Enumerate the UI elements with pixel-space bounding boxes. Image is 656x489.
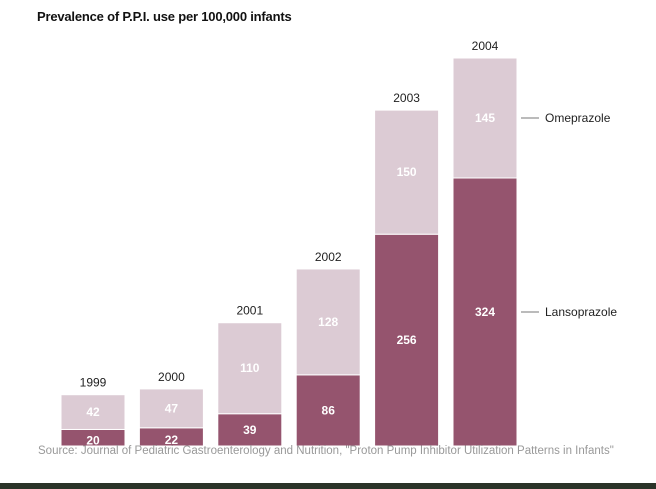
legend-label-omeprazole: Omeprazole [545,111,611,125]
category-label: 2001 [236,304,263,318]
category-label: 2000 [158,370,185,384]
value-label: 22 [165,433,179,447]
bottom-edge [0,483,656,489]
bar-lansoprazole-2002 [295,374,361,447]
value-label: 86 [322,403,336,417]
bar-lansoprazole-2004 [452,177,518,447]
value-label: 39 [243,423,257,437]
bar-omeprazole-2003 [374,109,440,235]
value-label: 145 [475,111,495,125]
category-label: 2003 [393,91,420,105]
value-label: 42 [86,405,100,419]
value-label: 256 [397,333,417,347]
source-note: Source: Journal of Pediatric Gastroenter… [38,445,614,457]
chart-title: Prevalence of P.P.I. use per 100,000 inf… [37,9,292,24]
bar-omeprazole-1999 [60,394,126,430]
bar-omeprazole-2000 [138,388,204,429]
bar-omeprazole-2004 [452,57,518,179]
category-label: 1999 [80,376,107,390]
bar-omeprazole-2002 [295,268,361,376]
value-label: 150 [397,165,417,179]
value-label: 20 [86,434,100,448]
category-label: 2002 [315,250,342,264]
value-label: 110 [240,361,260,375]
value-label: 128 [318,315,338,329]
bar-lansoprazole-2001 [217,413,283,447]
value-label: 324 [475,305,495,319]
value-label: 47 [165,401,179,415]
bar-omeprazole-2001 [217,322,283,415]
bar-lansoprazole-2003 [374,233,440,447]
legend-label-lansoprazole: Lansoprazole [545,305,617,319]
category-label: 2004 [472,39,499,53]
